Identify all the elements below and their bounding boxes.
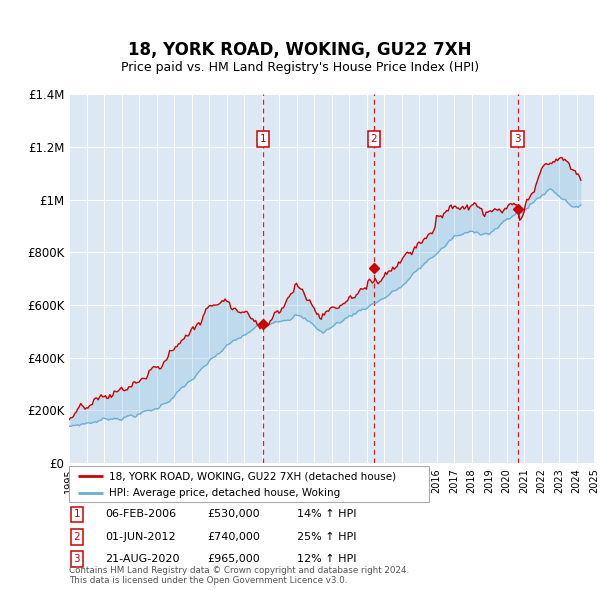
- Text: £740,000: £740,000: [207, 532, 260, 542]
- Text: 3: 3: [73, 555, 80, 564]
- Text: 2: 2: [371, 134, 377, 144]
- Text: 1: 1: [73, 510, 80, 519]
- Text: Contains HM Land Registry data © Crown copyright and database right 2024.
This d: Contains HM Land Registry data © Crown c…: [69, 566, 409, 585]
- Text: 1: 1: [260, 134, 266, 144]
- Text: 21-AUG-2020: 21-AUG-2020: [105, 555, 179, 564]
- Text: 25% ↑ HPI: 25% ↑ HPI: [297, 532, 356, 542]
- Text: 18, YORK ROAD, WOKING, GU22 7XH (detached house): 18, YORK ROAD, WOKING, GU22 7XH (detache…: [109, 471, 396, 481]
- Text: 06-FEB-2006: 06-FEB-2006: [105, 510, 176, 519]
- Text: 12% ↑ HPI: 12% ↑ HPI: [297, 555, 356, 564]
- Text: 14% ↑ HPI: 14% ↑ HPI: [297, 510, 356, 519]
- Text: 01-JUN-2012: 01-JUN-2012: [105, 532, 176, 542]
- Text: 3: 3: [514, 134, 521, 144]
- Text: £965,000: £965,000: [207, 555, 260, 564]
- Text: 18, YORK ROAD, WOKING, GU22 7XH: 18, YORK ROAD, WOKING, GU22 7XH: [128, 41, 472, 59]
- Text: HPI: Average price, detached house, Woking: HPI: Average price, detached house, Woki…: [109, 488, 340, 497]
- Text: £530,000: £530,000: [207, 510, 260, 519]
- Text: Price paid vs. HM Land Registry's House Price Index (HPI): Price paid vs. HM Land Registry's House …: [121, 61, 479, 74]
- Text: 2: 2: [73, 532, 80, 542]
- FancyBboxPatch shape: [69, 466, 429, 502]
